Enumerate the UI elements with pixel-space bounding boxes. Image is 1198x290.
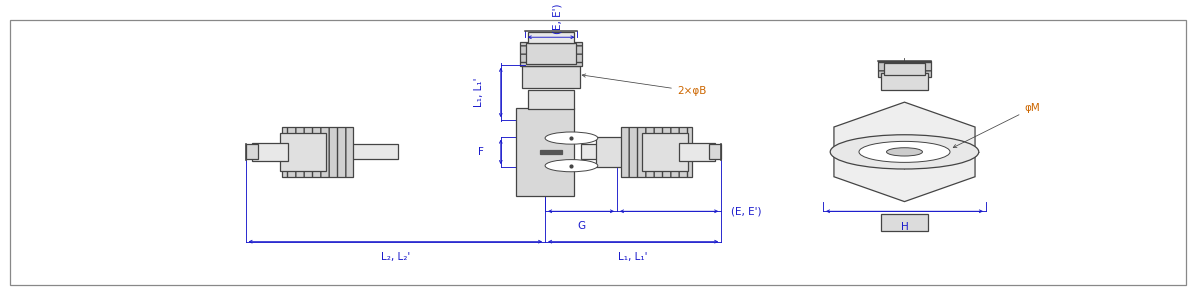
Bar: [597, 137, 649, 167]
Bar: [528, 32, 574, 43]
Circle shape: [545, 160, 598, 172]
Bar: [520, 42, 582, 66]
Text: L₂, L₂': L₂, L₂': [381, 252, 410, 262]
Bar: [246, 144, 258, 160]
Bar: [522, 66, 580, 88]
Circle shape: [887, 148, 922, 156]
Circle shape: [830, 135, 979, 169]
Text: φM: φM: [954, 103, 1040, 148]
Text: 2×φB: 2×φB: [582, 74, 707, 96]
Text: H: H: [901, 222, 908, 232]
Circle shape: [859, 142, 950, 162]
Bar: [881, 73, 928, 90]
Polygon shape: [834, 102, 975, 202]
Bar: [282, 127, 353, 177]
Bar: [679, 143, 715, 161]
Text: L₁, L₁': L₁, L₁': [474, 78, 484, 107]
Bar: [332, 144, 398, 160]
Text: L₁, L₁': L₁, L₁': [618, 252, 648, 262]
Bar: [252, 143, 288, 161]
Text: (E, E'): (E, E'): [552, 4, 562, 35]
Bar: [709, 144, 721, 160]
Bar: [884, 63, 925, 75]
Bar: [621, 127, 692, 177]
Bar: [280, 133, 326, 171]
Bar: [581, 144, 617, 160]
Bar: [540, 150, 562, 153]
Bar: [642, 133, 688, 171]
Circle shape: [545, 132, 598, 144]
Text: F: F: [478, 147, 484, 157]
Bar: [881, 214, 928, 231]
Bar: [526, 44, 576, 64]
Bar: [528, 90, 574, 109]
Bar: [878, 61, 931, 77]
Text: (E, E'): (E, E'): [731, 206, 761, 216]
Text: G: G: [577, 221, 585, 231]
Bar: [516, 108, 574, 196]
